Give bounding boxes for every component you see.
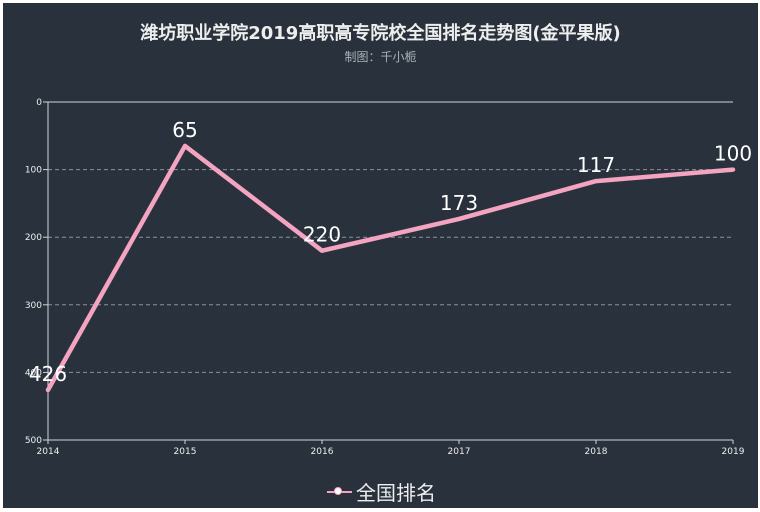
data-label: 100 — [714, 142, 752, 166]
data-label: 117 — [577, 153, 615, 177]
data-label: 65 — [172, 118, 197, 142]
legend-label: 全国排名 — [356, 481, 436, 505]
legend-marker-icon — [327, 485, 352, 499]
y-tick-label: 400 — [25, 368, 42, 378]
chart-title: 潍坊职业学院2019高职高专院校全国排名走势图(金平果版) — [140, 23, 621, 44]
chart-panel: 潍坊职业学院2019高职高专院校全国排名走势图(金平果版) 制图：千小栀 0 10… — [3, 3, 758, 508]
legend[interactable]: 全国排名 — [327, 477, 436, 506]
y-tick-label: 500 — [25, 436, 42, 446]
y-tick-label: 200 — [25, 233, 42, 243]
x-tick-label: 2014 — [37, 447, 60, 457]
x-tick-label: 2015 — [174, 447, 197, 457]
x-tick-label: 2019 — [722, 447, 745, 457]
data-label: 173 — [440, 191, 478, 215]
data-label: 426 — [29, 362, 67, 386]
x-tick-label: 2017 — [448, 447, 471, 457]
x-tick-label: 2018 — [585, 447, 608, 457]
series-line — [45, 143, 736, 393]
y-tick-label: 300 — [25, 301, 42, 311]
x-tick-label: 2016 — [311, 447, 334, 457]
data-label: 220 — [303, 223, 341, 247]
y-tick-label: 100 — [25, 166, 42, 176]
chart-subtitle: 制图：千小栀 — [344, 50, 417, 64]
y-tick-label: 0 — [36, 98, 42, 108]
